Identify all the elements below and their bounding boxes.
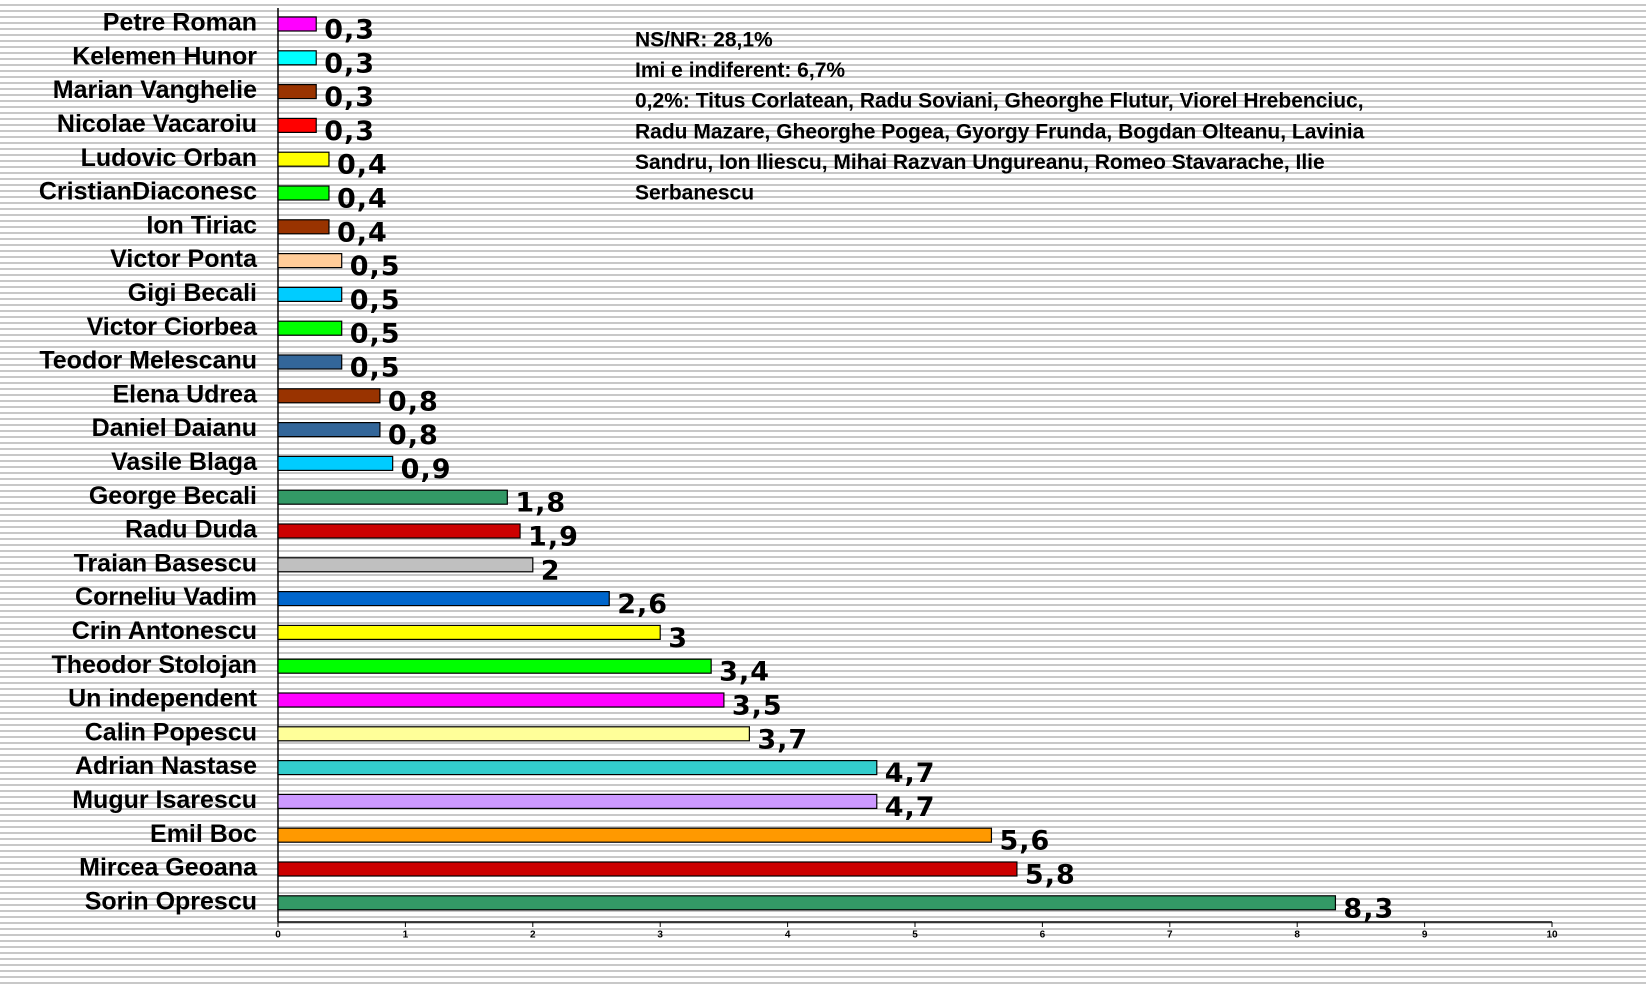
category-label: Crin Antonescu — [72, 617, 257, 645]
value-label: 0,4 — [337, 184, 388, 215]
annotation: 0,2%: Titus Corlatean, Radu Soviani, Ghe… — [635, 90, 1364, 113]
bar — [277, 692, 725, 708]
category-label: Petre Roman — [103, 9, 257, 37]
value-label: 0,3 — [324, 82, 375, 113]
x-tick-label: 0 — [275, 930, 281, 941]
category-label: Teodor Melescanu — [39, 347, 257, 375]
value-label: 0,3 — [324, 15, 375, 46]
category-label: Ludovic Orban — [81, 144, 257, 172]
category-label: Un independent — [68, 685, 258, 713]
bar — [277, 151, 330, 167]
value-label: 0,5 — [350, 251, 401, 282]
category-label: George Becali — [89, 482, 257, 510]
bar — [277, 759, 878, 776]
category-label: Nicolae Vacaroiu — [57, 110, 257, 138]
x-tick-label: 4 — [785, 930, 791, 941]
bar — [277, 895, 1337, 911]
category-label: Kelemen Hunor — [72, 42, 257, 70]
category-label: Adrian Nastase — [75, 752, 257, 780]
x-tick-label: 2 — [530, 930, 536, 941]
x-tick-label: 3 — [657, 930, 663, 941]
value-label: 1,8 — [515, 488, 566, 519]
bar — [277, 726, 750, 742]
bar — [277, 286, 343, 302]
bar — [277, 590, 610, 607]
annotation: Radu Mazare, Gheorghe Pogea, Gyorgy Frun… — [635, 120, 1365, 143]
bar — [277, 354, 343, 370]
bar — [277, 793, 878, 810]
x-tick-label: 10 — [1546, 930, 1558, 941]
x-tick-label: 1 — [403, 930, 409, 941]
category-label: Ion Tiriac — [146, 211, 257, 239]
category-label: Marian Vanghelie — [53, 76, 257, 104]
value-label: 0,5 — [350, 353, 401, 384]
category-label: Radu Duda — [125, 516, 258, 544]
x-tick-label: 7 — [1167, 930, 1173, 941]
value-label: 0,4 — [337, 217, 388, 248]
value-label: 3,7 — [757, 724, 808, 755]
value-label: 0,3 — [324, 48, 375, 79]
bar — [277, 320, 343, 336]
bar — [277, 422, 381, 438]
x-tick-label: 5 — [912, 930, 918, 941]
bar — [277, 50, 317, 66]
value-label: 0,9 — [401, 454, 452, 485]
x-tick-label: 9 — [1422, 930, 1428, 941]
annotation: Sandru, Ion Iliescu, Mihai Razvan Ungure… — [635, 151, 1325, 174]
bar — [277, 557, 534, 573]
category-label: Victor Ciorbea — [87, 313, 259, 341]
bar — [277, 523, 521, 539]
value-label: 1,9 — [528, 522, 579, 553]
annotation: Serbanescu — [635, 182, 754, 205]
category-label: Corneliu Vadim — [75, 583, 257, 611]
value-label: 5,6 — [999, 826, 1050, 857]
value-label: 4,7 — [885, 792, 936, 823]
bar — [277, 861, 1018, 877]
value-label: 3,4 — [719, 657, 770, 688]
x-tick-label: 6 — [1040, 930, 1046, 941]
bar — [277, 253, 343, 269]
bar — [277, 117, 317, 134]
value-label: 2 — [541, 555, 561, 586]
annotation: NS/NR: 28,1% — [635, 29, 773, 52]
x-tick-label: 8 — [1294, 930, 1300, 941]
bar — [277, 658, 712, 674]
category-label: Emil Boc — [150, 820, 257, 848]
category-label: Elena Udrea — [112, 380, 258, 408]
value-label: 0,5 — [350, 285, 401, 316]
category-label: Daniel Daianu — [92, 414, 257, 442]
value-label: 0,3 — [324, 116, 375, 147]
category-label: Theodor Stolojan — [51, 651, 257, 679]
category-label: Victor Ponta — [110, 245, 258, 273]
category-label: Mugur Isarescu — [72, 786, 257, 814]
bar — [277, 827, 993, 843]
value-label: 4,7 — [885, 758, 936, 789]
bar — [277, 388, 381, 404]
bar — [277, 489, 508, 505]
bar — [277, 16, 317, 32]
value-label: 0,8 — [388, 420, 439, 451]
category-label: CristianDiaconesc — [39, 178, 257, 206]
category-label: Gigi Becali — [128, 279, 257, 307]
value-label: 0,5 — [350, 319, 401, 350]
category-label: Sorin Oprescu — [85, 887, 257, 915]
bar — [277, 83, 317, 100]
category-label: Vasile Blaga — [111, 448, 258, 476]
value-label: 3 — [668, 623, 688, 654]
bar — [277, 219, 330, 235]
bar — [277, 185, 330, 201]
category-label: Mircea Geoana — [79, 854, 258, 882]
category-label: Traian Basescu — [74, 549, 257, 577]
bar — [277, 624, 661, 641]
value-label: 0,8 — [388, 386, 439, 417]
value-label: 5,8 — [1025, 860, 1076, 891]
value-label: 2,6 — [617, 589, 668, 620]
category-label: Calin Popescu — [85, 718, 257, 746]
value-label: 0,4 — [337, 150, 388, 181]
annotation: Imi e indiferent: 6,7% — [635, 59, 845, 82]
value-label: 3,5 — [732, 691, 783, 722]
bar — [277, 455, 394, 471]
value-label: 8,3 — [1343, 893, 1394, 924]
